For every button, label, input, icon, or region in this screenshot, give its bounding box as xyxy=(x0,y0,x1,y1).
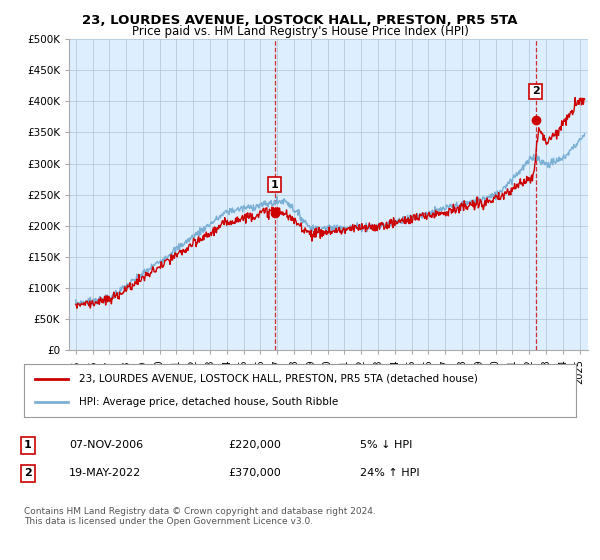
Text: 5% ↓ HPI: 5% ↓ HPI xyxy=(360,440,412,450)
Text: 24% ↑ HPI: 24% ↑ HPI xyxy=(360,468,419,478)
Text: 2: 2 xyxy=(24,468,32,478)
Text: 2: 2 xyxy=(532,86,539,96)
Text: 23, LOURDES AVENUE, LOSTOCK HALL, PRESTON, PR5 5TA (detached house): 23, LOURDES AVENUE, LOSTOCK HALL, PRESTO… xyxy=(79,374,478,384)
Text: 23, LOURDES AVENUE, LOSTOCK HALL, PRESTON, PR5 5TA: 23, LOURDES AVENUE, LOSTOCK HALL, PRESTO… xyxy=(82,14,518,27)
Text: Price paid vs. HM Land Registry's House Price Index (HPI): Price paid vs. HM Land Registry's House … xyxy=(131,25,469,38)
Text: 1: 1 xyxy=(24,440,32,450)
Text: 1: 1 xyxy=(271,180,278,190)
Text: 07-NOV-2006: 07-NOV-2006 xyxy=(69,440,143,450)
Text: HPI: Average price, detached house, South Ribble: HPI: Average price, detached house, Sout… xyxy=(79,397,338,407)
Text: £220,000: £220,000 xyxy=(228,440,281,450)
Text: Contains HM Land Registry data © Crown copyright and database right 2024.
This d: Contains HM Land Registry data © Crown c… xyxy=(24,507,376,526)
Text: 19-MAY-2022: 19-MAY-2022 xyxy=(69,468,141,478)
Text: £370,000: £370,000 xyxy=(228,468,281,478)
